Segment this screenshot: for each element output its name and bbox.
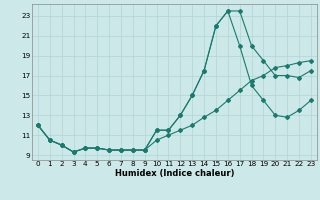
X-axis label: Humidex (Indice chaleur): Humidex (Indice chaleur) — [115, 169, 234, 178]
